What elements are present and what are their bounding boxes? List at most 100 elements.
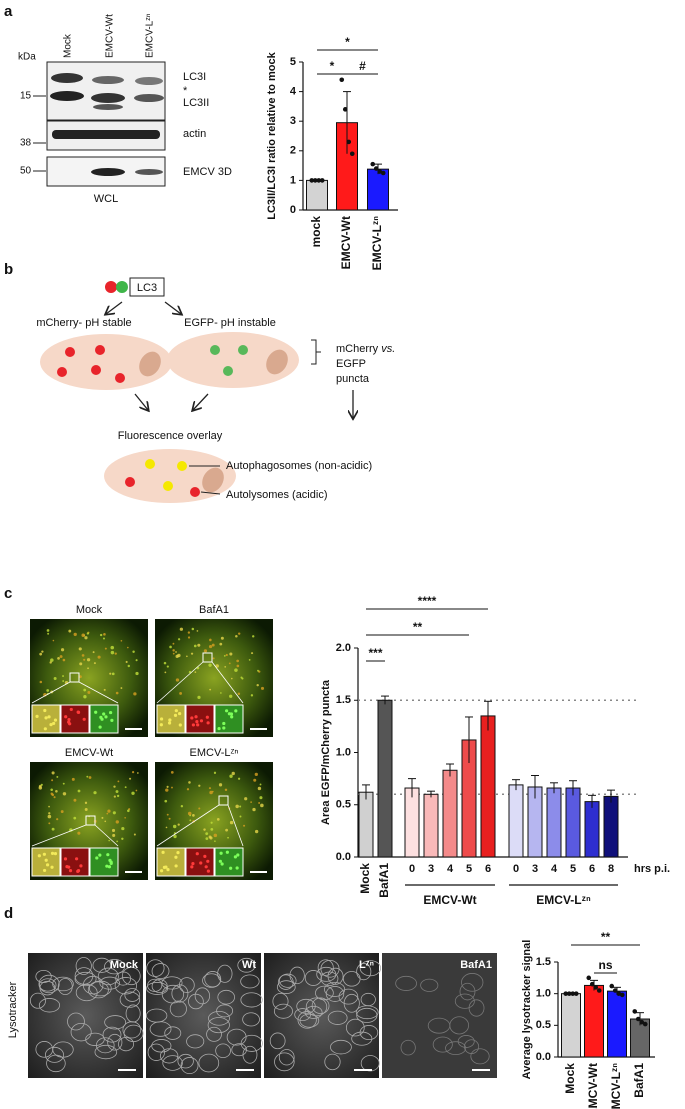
data-point <box>380 170 386 176</box>
y-axis-label: Area EGFP/mCherry puncta <box>320 679 332 825</box>
inset-puncta <box>105 864 109 868</box>
puncta <box>68 629 72 633</box>
puncta <box>48 805 50 808</box>
mcherry-dot <box>105 281 117 293</box>
inset-puncta <box>162 865 167 870</box>
y-tick-label: 5 <box>290 56 296 68</box>
puncta <box>197 643 201 647</box>
lane-label: Mock <box>63 33 74 58</box>
puncta <box>86 775 89 778</box>
y-tick-label: 0.5 <box>336 799 351 811</box>
cell-outline <box>461 973 484 992</box>
inset-puncta <box>50 865 54 869</box>
inset-puncta <box>222 721 226 726</box>
puncta <box>213 771 217 774</box>
zoom-box <box>202 652 213 663</box>
puncta <box>238 345 248 355</box>
puncta <box>192 814 195 817</box>
puncta <box>102 637 106 640</box>
puncta <box>93 662 96 665</box>
cell-outline <box>215 1043 231 1059</box>
micrograph <box>28 953 143 1078</box>
zoom-line <box>227 804 244 847</box>
cell-outline <box>74 967 94 985</box>
puncta <box>124 817 126 819</box>
puncta <box>244 797 248 801</box>
inset-puncta <box>74 857 79 861</box>
puncta <box>115 691 119 695</box>
puncta <box>218 783 223 787</box>
puncta <box>256 683 259 687</box>
band-label: EMCV 3D <box>183 166 232 178</box>
micrograph-label: Mock <box>110 959 139 971</box>
cell-outline <box>359 1025 379 1041</box>
bar <box>603 795 619 858</box>
puncta <box>60 648 65 652</box>
panel-label: b <box>4 261 13 278</box>
puncta <box>260 686 265 690</box>
puncta <box>231 771 235 776</box>
significance-label: # <box>359 59 366 73</box>
puncta <box>190 487 200 497</box>
band-label: LC3I <box>183 71 206 83</box>
bar <box>508 784 524 858</box>
cell-outline <box>279 973 297 988</box>
inset-puncta <box>67 717 71 722</box>
comparison-part: mCherry <box>336 343 379 355</box>
significance-label: **** <box>418 594 437 608</box>
cell <box>104 449 236 503</box>
cell-outline <box>445 1041 467 1055</box>
bar <box>306 179 328 211</box>
inset-puncta <box>220 862 224 866</box>
bar <box>546 787 562 858</box>
inset-puncta <box>225 709 229 713</box>
puncta <box>106 812 109 815</box>
significance-label: ns <box>598 958 612 972</box>
cell-outline <box>46 1054 66 1073</box>
inset-puncta <box>174 864 178 868</box>
inset-puncta <box>206 869 210 873</box>
zoom-line <box>156 804 220 847</box>
inset-puncta <box>174 855 178 859</box>
y-tick-label: 1.5 <box>336 694 351 706</box>
puncta <box>248 658 251 661</box>
zoom-line <box>156 661 204 704</box>
inset-puncta <box>159 723 163 727</box>
puncta <box>223 366 233 376</box>
x-tick-label: 8 <box>608 863 614 875</box>
bar <box>367 168 389 211</box>
data-point <box>616 991 622 996</box>
puncta <box>57 367 67 377</box>
zoom-line <box>78 681 119 704</box>
puncta <box>179 691 183 695</box>
y-tick-label: 2.0 <box>336 642 351 654</box>
bracket <box>311 339 321 365</box>
puncta <box>251 652 254 655</box>
puncta <box>220 636 224 640</box>
puncta <box>164 799 168 803</box>
puncta <box>71 777 75 781</box>
puncta <box>172 649 175 652</box>
cell-outline <box>198 1053 220 1073</box>
inset-puncta <box>53 718 58 722</box>
data-point <box>573 991 579 996</box>
puncta <box>104 647 107 650</box>
cell-outline <box>338 988 359 1005</box>
inset-puncta <box>79 864 83 868</box>
data-point <box>609 983 615 989</box>
puncta <box>104 820 107 823</box>
puncta <box>237 692 241 695</box>
puncta <box>56 818 59 821</box>
puncta <box>93 791 97 795</box>
puncta <box>213 833 218 838</box>
arrow <box>134 393 148 410</box>
data-point <box>593 985 599 990</box>
puncta <box>239 805 242 808</box>
puncta <box>208 645 213 649</box>
puncta <box>175 678 180 682</box>
cell-outline <box>169 1000 187 1018</box>
x-tick-label: 0 <box>513 863 519 875</box>
inset-puncta <box>109 710 113 715</box>
significance-label: * <box>345 35 350 49</box>
